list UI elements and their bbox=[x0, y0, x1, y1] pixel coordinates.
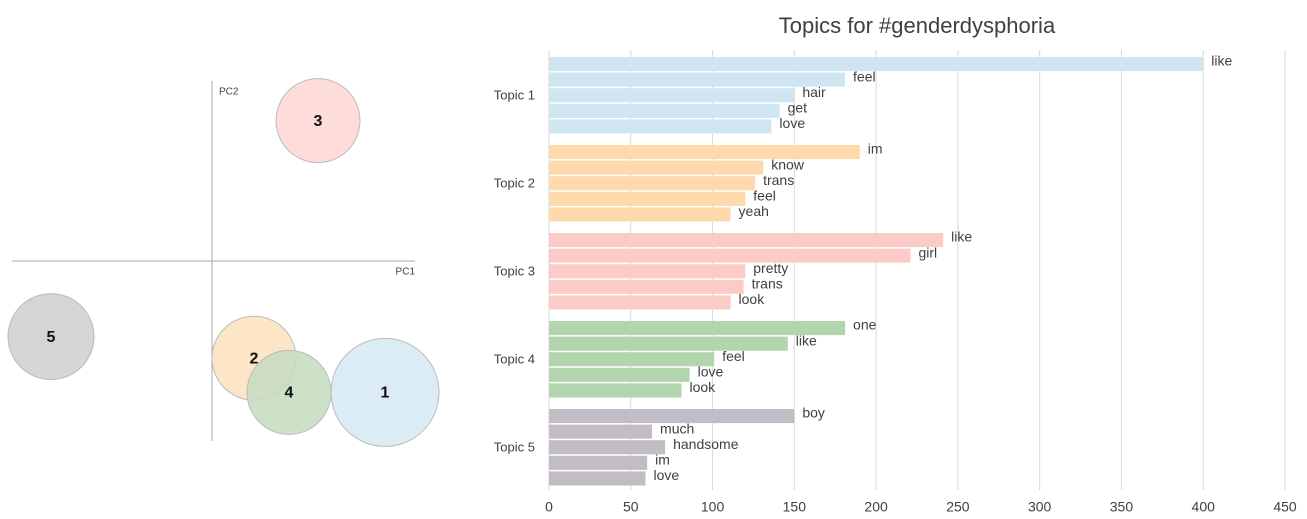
bar bbox=[549, 295, 731, 310]
bar bbox=[549, 336, 788, 351]
word-label: boy bbox=[802, 405, 825, 421]
word-label: handsome bbox=[673, 436, 739, 452]
group-label: Topic 3 bbox=[494, 263, 535, 278]
bubble-label: 1 bbox=[381, 385, 390, 402]
bar bbox=[549, 352, 715, 367]
bar bbox=[549, 321, 846, 336]
word-label: girl bbox=[918, 244, 937, 260]
word-label: one bbox=[853, 317, 877, 333]
word-label: hair bbox=[802, 84, 826, 100]
word-label: pretty bbox=[753, 260, 788, 276]
word-label: love bbox=[698, 364, 724, 380]
word-label: feel bbox=[722, 348, 745, 364]
bubble-label: 4 bbox=[285, 385, 294, 402]
x-tick-label: 150 bbox=[783, 499, 807, 515]
bubble-label: 2 bbox=[250, 350, 259, 367]
y-axis-label: PC2 bbox=[219, 87, 239, 98]
x-tick-label: 450 bbox=[1273, 499, 1297, 515]
bar bbox=[549, 279, 744, 294]
word-label: look bbox=[689, 379, 716, 395]
x-tick-label: 200 bbox=[864, 499, 888, 515]
bar bbox=[549, 72, 846, 87]
word-label: love bbox=[653, 467, 679, 483]
bar bbox=[549, 57, 1204, 72]
group-label: Topic 5 bbox=[494, 439, 535, 454]
word-label: like bbox=[796, 332, 817, 348]
word-label: trans bbox=[752, 276, 783, 292]
topic-bubble bbox=[246, 349, 332, 435]
bar bbox=[549, 103, 780, 118]
bubble-label: 5 bbox=[47, 329, 56, 346]
bar bbox=[549, 119, 772, 134]
word-label: im bbox=[655, 452, 670, 468]
chart-title: Topics for #genderdysphoria bbox=[779, 13, 1056, 38]
bar bbox=[549, 88, 795, 103]
word-label: get bbox=[788, 100, 808, 116]
word-label: feel bbox=[853, 68, 876, 84]
word-label: trans bbox=[763, 172, 794, 188]
group-label: Topic 2 bbox=[494, 175, 535, 190]
bar bbox=[549, 160, 764, 175]
word-label: know bbox=[771, 156, 805, 172]
word-label: love bbox=[779, 115, 805, 131]
x-tick-label: 350 bbox=[1110, 499, 1134, 515]
x-axis-label: PC1 bbox=[396, 267, 416, 278]
bar bbox=[549, 207, 731, 222]
bar bbox=[549, 409, 795, 424]
bubble-label: 3 bbox=[314, 113, 323, 130]
group-label: Topic 1 bbox=[494, 87, 535, 102]
word-label: look bbox=[739, 291, 766, 307]
x-tick-label: 100 bbox=[701, 499, 725, 515]
bar bbox=[549, 440, 666, 455]
group-label: Topic 4 bbox=[494, 351, 535, 366]
topic-bubble bbox=[7, 293, 95, 381]
bar bbox=[549, 367, 690, 382]
bar bbox=[549, 176, 756, 191]
bar bbox=[549, 424, 653, 439]
bar bbox=[549, 471, 646, 486]
word-label: yeah bbox=[739, 203, 769, 219]
bar bbox=[549, 264, 746, 279]
x-tick-label: 0 bbox=[545, 499, 553, 515]
word-label: im bbox=[868, 141, 883, 157]
word-label: much bbox=[660, 420, 694, 436]
x-tick-label: 300 bbox=[1028, 499, 1052, 515]
word-label: like bbox=[1211, 53, 1232, 69]
word-label: like bbox=[951, 229, 972, 245]
topic-bubble bbox=[275, 78, 361, 164]
bar bbox=[549, 455, 648, 470]
x-tick-label: 250 bbox=[946, 499, 970, 515]
bar bbox=[549, 233, 944, 248]
bar bbox=[549, 145, 860, 160]
word-label: feel bbox=[753, 188, 776, 204]
x-tick-label: 400 bbox=[1192, 499, 1216, 515]
x-tick-label: 50 bbox=[623, 499, 639, 515]
bar bbox=[549, 191, 746, 206]
bar bbox=[549, 383, 682, 398]
bar bbox=[549, 248, 911, 263]
